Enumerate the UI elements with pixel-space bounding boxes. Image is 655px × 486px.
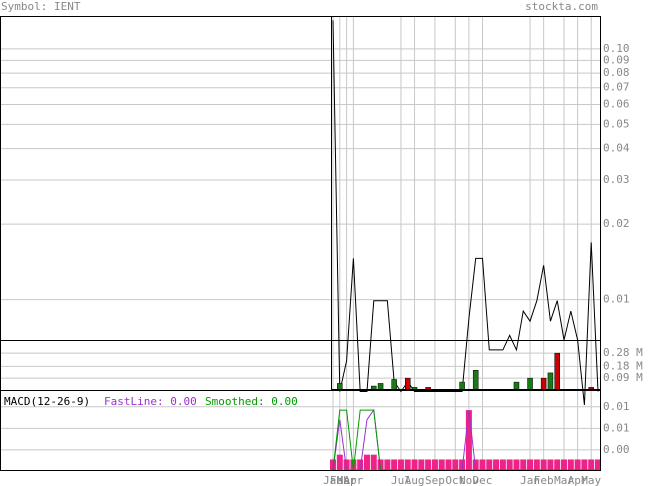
volume-bar <box>547 372 554 391</box>
macd-histogram-bar <box>350 459 357 470</box>
macd-histogram-bar <box>540 459 547 470</box>
macd-histogram-bar <box>418 459 425 470</box>
macd-histogram-bar <box>397 459 404 470</box>
x-tick-label: Sep <box>425 474 445 486</box>
y-tick-label: 0.10 <box>603 42 630 55</box>
macd-title: MACD(12-26-9) <box>4 395 90 408</box>
legend-entry: FastLine: 0.00 <box>104 395 197 408</box>
macd-histogram-bar <box>533 459 540 470</box>
macd-histogram-bar <box>431 459 438 470</box>
volume-bar <box>472 370 479 391</box>
macd-histogram-bar <box>493 459 500 470</box>
macd-histogram-bar <box>595 459 601 470</box>
macd-histogram-bar <box>404 459 411 470</box>
macd-histogram-bar <box>452 459 459 470</box>
macd-histogram-bar <box>561 459 568 470</box>
frame <box>0 16 601 471</box>
y-tick-label: 0.08 <box>603 66 630 79</box>
price-line <box>332 20 599 406</box>
y-tick-label: 0.07 <box>603 81 630 94</box>
y-tick-label: 0.04 <box>603 142 630 155</box>
macd-histogram-bar <box>384 459 391 470</box>
y-tick-label: 0.06 <box>603 97 630 110</box>
y-tick-label: 0.01 <box>603 293 630 306</box>
x-tick-label: Apr <box>343 474 363 486</box>
y-tick-label: 0.02 <box>603 217 630 230</box>
site-label: stockta.com <box>525 0 598 13</box>
macd-histogram-bar <box>370 454 377 470</box>
macd-histogram-bar <box>459 459 466 470</box>
volume-bar <box>391 379 397 391</box>
y-tick-label: 0.09 M <box>603 371 643 384</box>
y-tick-label: 0.28 M <box>603 346 643 359</box>
y-tick-label: 0.05 <box>603 117 630 130</box>
x-tick-label: Feb <box>330 474 350 486</box>
macd-histogram-bar <box>357 459 364 470</box>
macd-histogram-bar <box>554 459 561 470</box>
macd-histogram-bar <box>472 459 479 470</box>
volume-bar <box>527 377 533 391</box>
x-tick-label: May <box>581 474 601 486</box>
macd-histogram-bar <box>520 459 527 470</box>
x-tick-label: Mar <box>337 474 357 486</box>
x-tick-label: Feb <box>534 474 554 486</box>
y-tick-label: 0.00 <box>603 443 630 456</box>
macd-histogram-bar <box>527 459 534 470</box>
macd-histogram-bar <box>506 459 513 470</box>
macd-histogram-bar <box>486 459 493 470</box>
macd-histogram-bar <box>581 459 588 470</box>
macd-histogram-bar <box>377 459 384 470</box>
x-tick-label: Dec <box>473 474 493 486</box>
macd-histogram-bar <box>547 459 554 470</box>
x-tick-label: Jan <box>520 474 540 486</box>
x-tick-label: Jul <box>391 474 411 486</box>
x-tick-label: Oct <box>445 474 465 486</box>
macd-histogram-bar <box>391 459 398 470</box>
macd-histogram-bar <box>330 459 336 470</box>
macd-histogram-bar <box>343 459 350 470</box>
macd-histogram-bar <box>425 459 432 470</box>
grid-layer <box>0 17 600 470</box>
y-tick-label: 0.18 M <box>603 359 643 372</box>
macd-histogram-bar <box>465 410 472 470</box>
macd-histogram-bar <box>567 459 574 470</box>
macd-histogram-bar <box>479 459 486 470</box>
volume-bar <box>404 377 411 391</box>
volume-bar <box>459 381 465 391</box>
macd-histogram-bar <box>438 459 445 470</box>
macd-histogram-bar <box>588 459 595 470</box>
volume-bar <box>513 381 520 391</box>
y-tick-label: 0.01 <box>603 400 630 413</box>
macd-histogram-bar <box>411 459 418 470</box>
symbol-label: Symbol: IENT <box>1 0 81 13</box>
x-tick-label: Mar <box>554 474 574 486</box>
macd-histogram-bar <box>336 454 343 470</box>
volume-bar <box>540 377 547 391</box>
macd-histogram-bar <box>445 459 452 470</box>
macd-histogram-bar <box>499 459 506 470</box>
legend-entry: Smoothed: 0.00 <box>205 395 298 408</box>
macd-histogram-bar <box>574 459 581 470</box>
y-tick-label: 0.01 <box>603 421 630 434</box>
x-tick-label: Jan <box>323 474 343 486</box>
x-tick-label: Apr <box>568 474 588 486</box>
y-tick-label: 0.03 <box>603 173 630 186</box>
macd-histogram-bar <box>363 454 370 470</box>
x-tick-label: Aug <box>405 474 425 486</box>
x-tick-label: Nov <box>459 474 479 486</box>
volume-bar <box>554 352 560 391</box>
y-tick-label: 0.09 <box>603 53 630 66</box>
macd-histogram-bar <box>513 459 520 470</box>
